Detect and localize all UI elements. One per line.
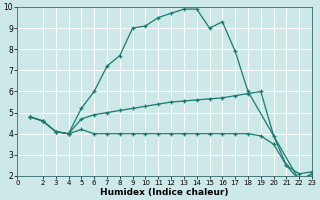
X-axis label: Humidex (Indice chaleur): Humidex (Indice chaleur) (100, 188, 229, 197)
